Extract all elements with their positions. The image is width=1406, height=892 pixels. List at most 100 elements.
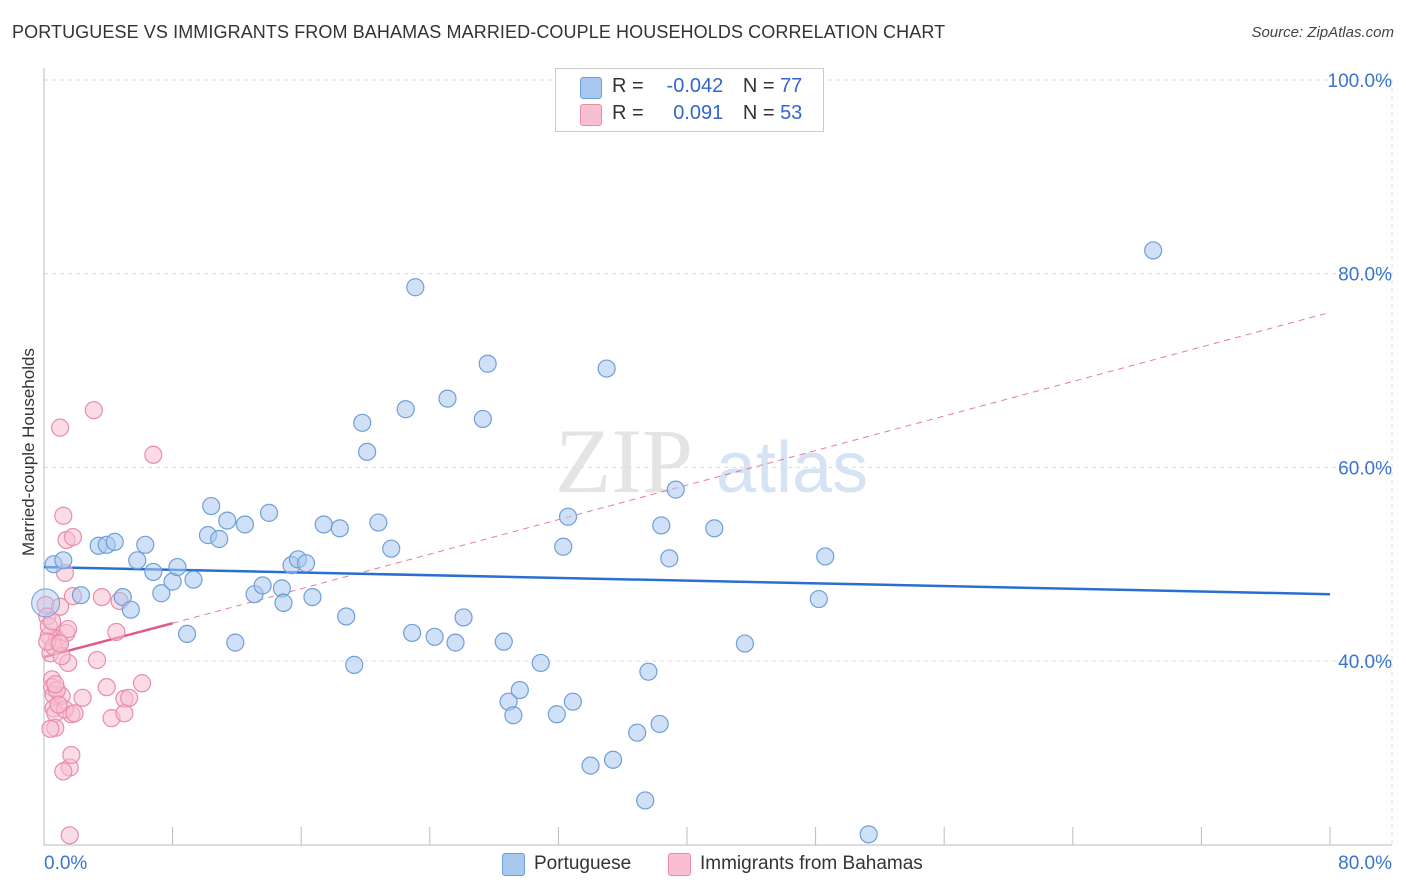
legend-n-label: N = (742, 102, 775, 124)
point-portuguese (403, 623, 422, 643)
point-portuguese (202, 496, 221, 516)
bottom-legend-label-portuguese: Portuguese (534, 853, 632, 874)
point-bahamas (62, 745, 81, 765)
legend-swatch-bahamas (580, 104, 602, 126)
point-portuguese (446, 633, 465, 652)
point-portuguese (396, 400, 415, 419)
bottom-legend-swatch-portuguese (502, 853, 525, 876)
point-portuguese (581, 756, 600, 775)
point-portuguese (859, 825, 878, 844)
legend-text-bahamas: R = 0.091 N = 53 (612, 102, 802, 125)
point-portuguese (603, 750, 623, 769)
trend-lines (43, 311, 1331, 659)
point-portuguese (406, 278, 425, 297)
watermark-atlas: atlas (716, 428, 868, 508)
point-portuguese (105, 532, 124, 552)
legend-n-value: 77 (780, 75, 803, 97)
point-portuguese (337, 607, 356, 626)
point-bahamas (49, 695, 68, 714)
point-portuguese (735, 634, 754, 653)
point-portuguese (31, 588, 61, 618)
legend-r-label: R = (612, 75, 644, 97)
point-bahamas (115, 704, 134, 723)
point-portuguese (563, 692, 582, 711)
point-bahamas (65, 704, 84, 723)
point-portuguese (314, 515, 333, 534)
point-portuguese (71, 586, 91, 605)
point-portuguese (554, 537, 573, 556)
point-bahamas (144, 445, 163, 464)
trend-line-portuguese (43, 565, 1331, 596)
legend-r-value: -0.042 (666, 75, 724, 97)
point-portuguese (226, 633, 245, 652)
point-portuguese (218, 511, 237, 530)
point-portuguese (358, 442, 377, 461)
point-bahamas (50, 634, 70, 653)
point-portuguese (152, 584, 171, 603)
bottom-legend-label-bahamas: Immigrants from Bahamas (700, 853, 923, 874)
point-portuguese (136, 535, 155, 554)
point-portuguese (454, 608, 473, 627)
point-portuguese (177, 624, 197, 643)
point-portuguese (184, 570, 203, 589)
y-tick-label: 80.0% (1338, 265, 1392, 286)
point-portuguese (597, 359, 616, 378)
y-tick-label: 40.0% (1338, 652, 1392, 673)
point-portuguese (235, 515, 255, 534)
point-portuguese (382, 539, 401, 558)
point-bahamas (46, 675, 65, 694)
point-bahamas (59, 619, 78, 639)
point-portuguese (1144, 241, 1163, 260)
x-tick-label: 0.0% (44, 853, 87, 874)
point-portuguese (705, 519, 724, 538)
point-portuguese (144, 562, 163, 582)
source-credit: Source: ZipAtlas.com (1251, 24, 1394, 41)
point-portuguese (253, 576, 272, 595)
point-bahamas (84, 401, 103, 420)
point-bahamas (41, 719, 60, 738)
data-points (31, 241, 1163, 845)
point-portuguese (121, 600, 140, 619)
point-portuguese (473, 409, 492, 429)
point-portuguese (639, 662, 658, 681)
point-portuguese (660, 549, 679, 568)
point-portuguese (494, 632, 513, 651)
point-bahamas (92, 588, 111, 607)
point-bahamas (63, 527, 83, 547)
point-portuguese (369, 513, 388, 532)
point-portuguese (438, 389, 457, 408)
point-bahamas (107, 622, 126, 642)
point-portuguese (666, 480, 685, 499)
point-bahamas (132, 674, 152, 693)
point-bahamas (97, 678, 116, 697)
point-portuguese (636, 791, 655, 810)
bottom-legend-swatch-bahamas (668, 853, 691, 876)
point-portuguese (303, 588, 322, 607)
point-bahamas (73, 688, 92, 707)
point-bahamas (120, 688, 139, 707)
point-portuguese (652, 516, 671, 535)
chart-title: PORTUGUESE VS IMMIGRANTS FROM BAHAMAS MA… (12, 22, 946, 42)
point-portuguese (353, 413, 372, 432)
y-axis-label: Married-couple Households (19, 348, 38, 556)
y-axis-label-wrap: Married-couple Households (16, 330, 40, 580)
point-portuguese (478, 354, 497, 373)
legend-r-label: R = (612, 102, 644, 124)
point-portuguese (809, 589, 828, 609)
point-portuguese (628, 723, 647, 742)
point-portuguese (504, 706, 523, 725)
point-portuguese (547, 705, 566, 724)
point-bahamas (50, 418, 70, 437)
point-portuguese (259, 503, 279, 522)
point-portuguese (558, 507, 578, 526)
legend-r-value: 0.091 (673, 102, 724, 124)
point-portuguese (345, 655, 364, 674)
point-bahamas (54, 506, 73, 525)
y-tick-label: 100.0% (1328, 71, 1393, 92)
point-portuguese (168, 557, 187, 577)
point-portuguese (330, 519, 349, 538)
point-portuguese (54, 551, 73, 570)
y-tick-label: 60.0% (1338, 458, 1392, 479)
legend-box: R = -0.042 N = 77 R = 0.091 N = 53 (555, 68, 824, 132)
